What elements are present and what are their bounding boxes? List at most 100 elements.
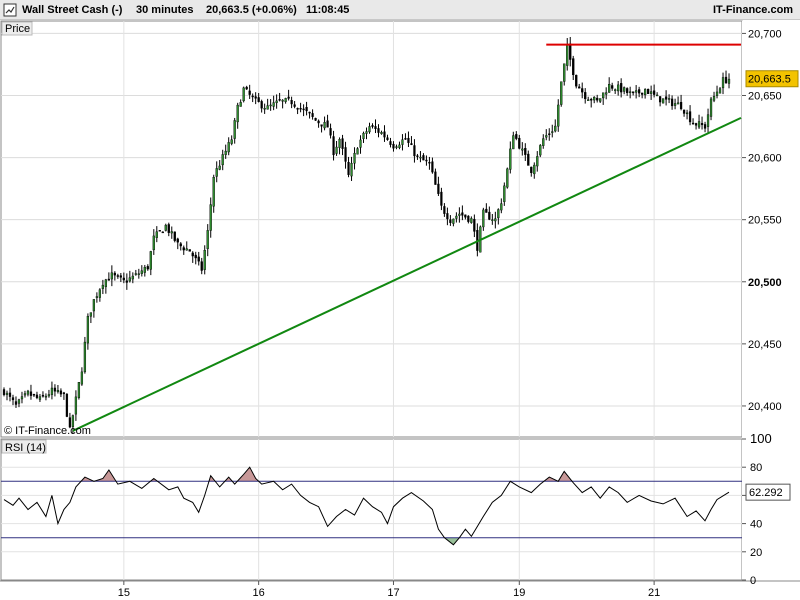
candle-body [353, 152, 356, 164]
rsi-overbought-fill [558, 471, 573, 482]
candle-body [566, 44, 569, 66]
candle-body [611, 85, 614, 89]
candle-body [143, 266, 146, 273]
candle-body [164, 224, 167, 231]
x-tick-label: 15 [118, 587, 130, 599]
candle-body [173, 231, 176, 241]
candle-body [581, 88, 584, 93]
candle-body [386, 137, 389, 140]
candle-body [434, 171, 437, 185]
candle-body [431, 161, 434, 173]
candle-body [467, 215, 470, 222]
candle-body [356, 148, 359, 155]
candle-body [38, 396, 42, 400]
candle-body [125, 280, 128, 283]
candle-body [494, 218, 497, 222]
candle-body [638, 89, 641, 94]
candle-body [86, 315, 90, 344]
x-tick-label: 16 [253, 587, 265, 599]
candle-body [551, 131, 554, 133]
candle-body [311, 113, 314, 117]
candle-body [602, 92, 605, 99]
candle-body [440, 191, 443, 206]
candle-body [712, 95, 716, 101]
candle-body [428, 161, 431, 164]
candle-body [392, 143, 395, 149]
candle-body [422, 155, 425, 161]
candle-body [203, 250, 206, 270]
candle-body [569, 43, 572, 60]
candle-body [679, 101, 683, 110]
candle-body [350, 162, 353, 177]
candle-body [209, 204, 212, 231]
price-tick-label: 20,500 [748, 277, 782, 289]
candle-body [359, 139, 362, 148]
candle-body [703, 124, 707, 129]
candle-body [248, 90, 251, 95]
chart-header-bar: Wall Street Cash (-) 30 minutes 20,663.5… [0, 0, 800, 20]
candle-body [667, 98, 671, 100]
candle-body [658, 96, 662, 103]
candle-body [197, 256, 200, 262]
candle-body [515, 134, 518, 139]
candle-body [542, 138, 545, 146]
candle-body [161, 231, 164, 234]
candle-body [419, 156, 422, 159]
price-panel-frame [0, 20, 743, 438]
candle-body [587, 99, 590, 101]
chart-menu-icon[interactable] [3, 3, 17, 17]
candle-body [512, 135, 515, 150]
candle-body [206, 230, 209, 249]
candle-body [599, 98, 602, 102]
candle-body [71, 415, 75, 427]
price-tick-label: 20,600 [748, 153, 782, 165]
candle-body [221, 154, 224, 166]
candle-body [56, 390, 60, 392]
candle-body [518, 137, 521, 149]
rsi-overbought-fill [224, 477, 233, 482]
candle-body [11, 397, 15, 401]
candle-body [446, 213, 449, 220]
brand-label: IT-Finance.com [713, 4, 794, 16]
candle-body [302, 108, 305, 111]
candle-body [158, 230, 161, 232]
candle-body [35, 394, 39, 398]
rsi-value-box [745, 483, 791, 501]
candle-body [116, 275, 119, 277]
candle-body [590, 98, 593, 101]
candle-body [59, 390, 63, 395]
candle-body [533, 164, 536, 175]
candle-body [685, 112, 689, 115]
candle-body [179, 243, 182, 247]
candle-body [500, 203, 503, 211]
price-tick-label: 20,400 [748, 401, 782, 413]
candle-body [389, 141, 392, 145]
candle-body [709, 98, 713, 117]
candle-body [425, 159, 428, 162]
price-label-box [1, 21, 33, 36]
x-tick-label: 17 [387, 587, 399, 599]
candle-body [491, 219, 494, 221]
candle-body [281, 99, 284, 102]
candle-body [299, 108, 302, 110]
rsi-panel-label: RSI (14) [1, 439, 47, 454]
candle-body [65, 393, 69, 417]
rsi-overbought-fill [543, 477, 559, 482]
price-label-text: Price [5, 23, 30, 35]
candle-body [578, 86, 581, 89]
candle-body [530, 166, 533, 174]
candle-body [119, 275, 122, 278]
candle-body [649, 91, 653, 94]
candle-body [236, 104, 239, 123]
candle-body [539, 145, 542, 156]
candle-body [131, 275, 134, 280]
candle-body [398, 144, 401, 148]
candle-body [8, 392, 12, 397]
timeframe-label: 30 minutes [136, 4, 194, 16]
candle-body [536, 156, 539, 167]
candle-body [323, 122, 326, 129]
candle-body [122, 277, 125, 281]
x-tick-label: 21 [648, 587, 660, 599]
price-tick-label: 20,450 [748, 339, 782, 351]
last-price-badge: 20,663.5 [745, 70, 799, 88]
